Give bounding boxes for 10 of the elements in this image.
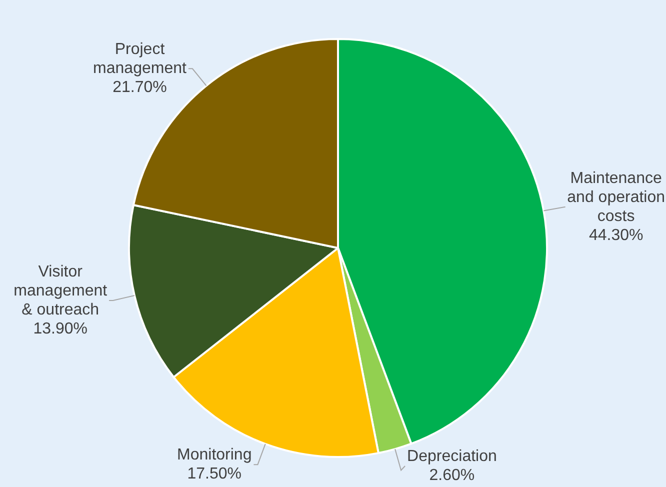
slice-label: Maintenance and operation costs [567,170,665,225]
data-label: 17.50% [187,466,242,483]
data-label: 21.70% [112,79,167,96]
slice-label: Monitoring [177,446,252,464]
data-label: 44.30% [588,226,644,244]
data-label: 13.90% [33,320,88,338]
data-label: 2.60% [429,466,475,484]
slice-label: Project management [93,41,187,78]
slice-label: Visitor management & outreach [14,263,108,318]
slice-label: Depreciation [407,448,497,465]
